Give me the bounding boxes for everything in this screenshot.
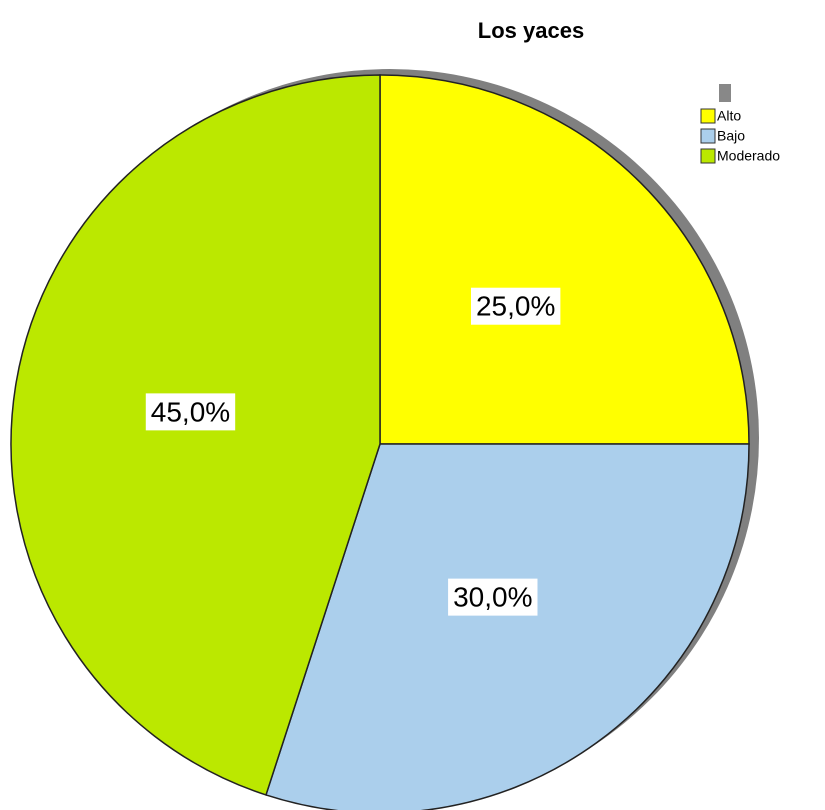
legend-label: Alto [717, 108, 741, 124]
legend-swatch [700, 128, 716, 144]
data-label: 45,0% [151, 396, 230, 427]
legend: Alto Bajo Moderado [700, 84, 780, 164]
data-labels: 25,0% 30,0% 45,0% [145, 287, 561, 616]
pie [10, 69, 759, 810]
legend-shadow [719, 84, 731, 102]
legend-swatch [700, 108, 716, 124]
data-label-background [448, 578, 538, 616]
data-label: 25,0% [476, 291, 555, 322]
legend-label: Bajo [717, 128, 745, 144]
pie-slice [10, 74, 381, 796]
chart-title: Los yaces [478, 18, 584, 43]
data-label-background [145, 393, 236, 431]
legend-label: Moderado [717, 148, 780, 164]
data-label-background [470, 287, 561, 325]
data-label: 30,0% [453, 582, 532, 613]
pie-slice [379, 74, 750, 445]
legend-swatch [700, 148, 716, 164]
pie-slice [265, 443, 750, 810]
